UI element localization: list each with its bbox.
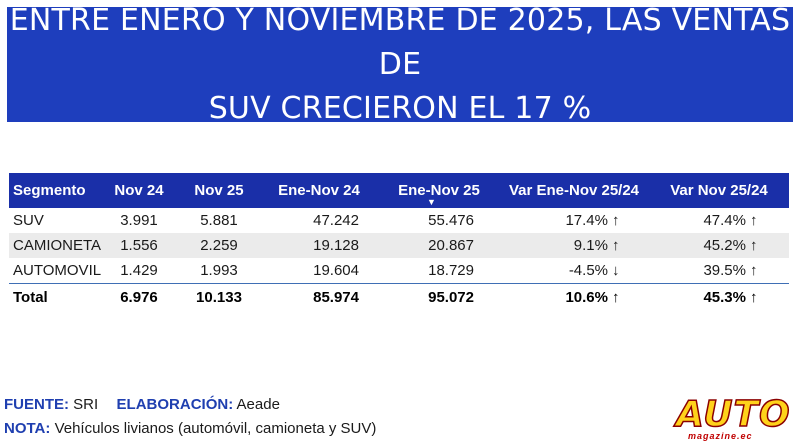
var-nov-value: 45.2%: [703, 237, 746, 254]
cell-segment: Total: [9, 283, 99, 310]
table-row: CAMIONETA 1.556 2.259 19.128 20.867 9.1% ↑ 45.2…: [9, 233, 789, 258]
cell-nov25: 2.259: [179, 233, 259, 258]
source-line: FUENTE: SRI ELABORACIÓN: Aeade: [4, 396, 280, 413]
column-header-enenov25-label: Ene-Nov 25: [398, 182, 480, 199]
cell-nov24: 1.429: [120, 262, 158, 279]
cell-var-nov: 47.4% ↑: [649, 208, 789, 233]
sales-table: Segmento Nov 24 Nov 25 Ene-Nov 24 Ene-No…: [9, 173, 789, 310]
source-value: SRI: [73, 396, 99, 413]
cell-enenov25: 95.072: [379, 283, 499, 310]
table-row: AUTOMOVIL 1.429 1.993 19.604 18.729 -4.5% ↓ 39.…: [9, 258, 789, 284]
cell-enenov25: 18.729: [428, 262, 474, 279]
title-line-1: ENTRE ENERO Y NOVIEMBRE DE 2025, LAS VEN…: [9, 2, 791, 82]
var-enenov-value: 10.6%: [565, 288, 608, 306]
cell-enenov25: 55.476: [428, 212, 474, 229]
arrow-up-icon: ↑: [612, 212, 620, 229]
column-header-nov24[interactable]: Nov 24: [99, 173, 179, 208]
cell-enenov24: 47.242: [313, 212, 359, 229]
column-header-segmento[interactable]: Segmento: [9, 173, 99, 208]
arrow-up-icon: ↑: [750, 237, 758, 254]
column-header-nov25[interactable]: Nov 25: [179, 173, 259, 208]
cell-segment: SUV: [13, 212, 44, 229]
title-line-2: SUV CRECIERON EL 17 %: [208, 90, 592, 126]
var-enenov-value: 9.1%: [573, 237, 608, 254]
cell-segment: AUTOMOVIL: [13, 262, 102, 279]
note-label: NOTA:: [4, 420, 51, 437]
var-enenov-value: 17.4%: [565, 212, 608, 229]
cell-var-nov: 45.2% ↑: [649, 233, 789, 258]
total-row: Total 6.976 10.133 85.974 95.072 10.6% ↑ 45.3% ↑: [9, 283, 789, 310]
cell-nov25: 5.881: [200, 212, 238, 229]
logo-word: AUTO: [675, 394, 791, 435]
source-label: FUENTE:: [4, 396, 69, 413]
cell-enenov24: 19.604: [313, 262, 359, 279]
cell-nov25: 1.993: [200, 262, 238, 279]
column-header-enenov25[interactable]: Ene-Nov 25 ▼: [379, 173, 499, 208]
cell-enenov24: 19.128: [259, 233, 379, 258]
note-value: Vehículos livianos (automóvil, camioneta…: [54, 420, 377, 437]
cell-var-enenov: 17.4% ↑: [499, 208, 649, 233]
cell-nov24: 1.556: [99, 233, 179, 258]
arrow-up-icon: ↑: [612, 237, 620, 254]
elaboration-label: ELABORACIÓN:: [116, 396, 234, 413]
cell-var-nov: 39.5% ↑: [649, 258, 789, 284]
cell-var-enenov: 10.6% ↑: [499, 283, 649, 310]
arrow-up-icon: ↑: [750, 262, 758, 279]
cell-enenov24: 85.974: [259, 283, 379, 310]
arrow-up-icon: ↑: [612, 288, 620, 306]
cell-nov24: 3.991: [120, 212, 158, 229]
column-header-var-nov[interactable]: Var Nov 25/24: [649, 173, 789, 208]
column-header-enenov24[interactable]: Ene-Nov 24: [259, 173, 379, 208]
elaboration-value: Aeade: [236, 396, 280, 413]
sort-down-icon: ▼: [427, 197, 436, 207]
cell-var-nov: 45.3% ↑: [649, 283, 789, 310]
cell-nov25: 10.133: [179, 283, 259, 310]
var-nov-value: 47.4%: [703, 212, 746, 229]
logo-subtitle: magazine.ec: [688, 431, 753, 441]
arrow-down-icon: ↓: [612, 262, 620, 279]
arrow-up-icon: ↑: [750, 212, 758, 229]
cell-nov24: 6.976: [99, 283, 179, 310]
table-row: SUV 3.991 5.881 47.242 55.476 17.4% ↑ 47.4% ↑: [9, 208, 789, 233]
var-nov-value: 45.3%: [703, 288, 746, 306]
arrow-up-icon: ↑: [750, 288, 758, 306]
note-line: NOTA: Vehículos livianos (automóvil, cam…: [4, 420, 376, 437]
cell-var-enenov: -4.5% ↓: [499, 258, 649, 284]
cell-segment: CAMIONETA: [9, 233, 101, 258]
var-nov-value: 39.5%: [703, 262, 746, 279]
column-header-var-enenov[interactable]: Var Ene-Nov 25/24: [499, 173, 649, 208]
cell-var-enenov: 9.1% ↑: [499, 233, 649, 258]
title-banner: ENTRE ENERO Y NOVIEMBRE DE 2025, LAS VEN…: [7, 3, 793, 126]
var-enenov-value: -4.5%: [568, 262, 608, 279]
table-header-row: Segmento Nov 24 Nov 25 Ene-Nov 24 Ene-No…: [9, 173, 789, 208]
cell-enenov25: 20.867: [379, 233, 499, 258]
auto-magazine-logo: AUTO magazine.ec: [675, 394, 798, 443]
